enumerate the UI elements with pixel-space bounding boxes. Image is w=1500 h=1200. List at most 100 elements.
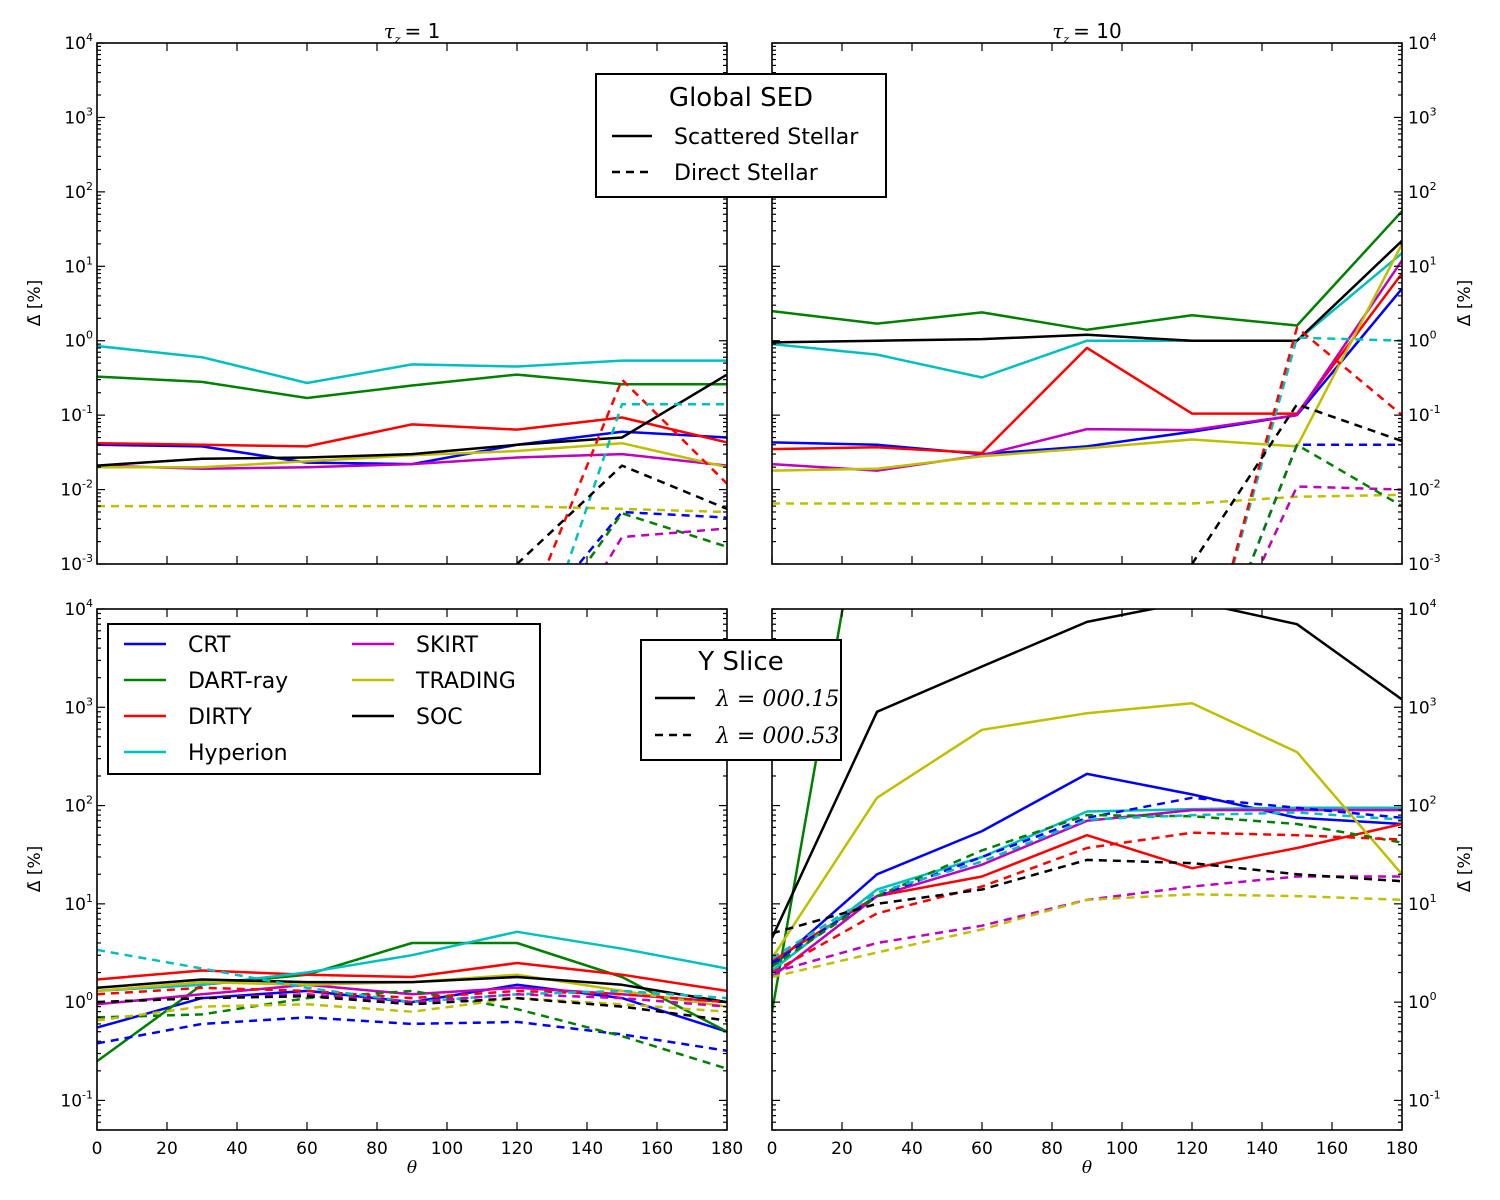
- axis-frame-top-right: [771, 42, 1403, 565]
- panel-bottom-left: 0 20 40 60 80 100 120 140 160 180 10-1 100 101 102 103…: [60, 597, 743, 1159]
- series-bottom-right-trading-dashed: [772, 893, 1402, 979]
- y-axis-label-bottom-left: Δ̄ [%]: [25, 846, 45, 892]
- y-tick-label-top-right--1: 10-1: [1408, 403, 1441, 426]
- panel-bottom-right: 0 20 40 60 80 100 120 140 160 180 10-1 100 101 102 103…: [767, 597, 1441, 1159]
- series-top-right-soc-solid: [772, 239, 1402, 344]
- series-top-left-soc-dashed: [516, 464, 727, 564]
- series-top-right-trading-dashed: [772, 493, 1402, 505]
- x-tick-label-bottom-left-60: 60: [296, 1139, 318, 1159]
- legend-global-sed: Global SED Scattered Stellar Direct Stel…: [595, 73, 887, 198]
- legend-y-slice-dashed-label: λ = 000.53: [715, 724, 839, 749]
- axis-frame-bottom-left: [96, 608, 728, 1131]
- x-tick-label-bottom-right-20: 20: [831, 1139, 853, 1159]
- legend-codes: CRT DART-ray DIRTY Hyperion SKIRT TRADING SOC: [107, 623, 541, 775]
- legend-global-sed-solid-label: Scattered Stellar: [674, 125, 859, 150]
- series-bottom-left-dart-ray-dashed: [97, 989, 727, 1070]
- y-tick-label-top-left-0: 100: [64, 329, 93, 352]
- y-tick-label-top-left--3: 10-3: [60, 552, 93, 575]
- series-bottom-right-crt-dashed: [772, 796, 1402, 965]
- series-group-top-left: [97, 344, 727, 564]
- y-tick-label-top-right-2: 102: [1408, 180, 1437, 203]
- y-tick-label-bottom-left-1: 101: [64, 892, 93, 915]
- x-tick-label-bottom-left-100: 100: [431, 1139, 463, 1159]
- legend-label-crt: CRT: [188, 633, 231, 658]
- series-top-right-soc-dashed: [1190, 403, 1402, 564]
- x-tick-label-bottom-left-20: 20: [156, 1139, 178, 1159]
- y-tick-label-top-left-1: 101: [64, 254, 93, 277]
- x-tick-label-bottom-right-80: 80: [1041, 1139, 1063, 1159]
- y-axis-label-top-right: Δ̄ [%]: [1455, 280, 1475, 326]
- series-top-right-dirty-dashed: [1231, 326, 1402, 564]
- series-bottom-left-crt-dashed: [97, 1016, 727, 1053]
- y-tick-label-bottom-left-0: 100: [64, 990, 93, 1013]
- legend-global-sed-dashed-label: Direct Stellar: [674, 161, 819, 186]
- series-top-right-dart-ray-dashed: [1248, 443, 1402, 564]
- x-tick-label-bottom-left-120: 120: [501, 1139, 533, 1159]
- x-tick-label-bottom-right-40: 40: [901, 1139, 923, 1159]
- y-tick-label-top-right--2: 10-2: [1408, 478, 1441, 501]
- y-tick-label-bottom-left--1: 10-1: [60, 1088, 93, 1111]
- legend-label-skirt: SKIRT: [416, 633, 479, 658]
- title-top-left-value: = 1: [405, 19, 441, 43]
- title-top-right: τz = 10: [1052, 19, 1121, 46]
- series-bottom-left-dirty-dashed: [97, 986, 727, 1004]
- title-top-right-symbol: τ: [1052, 19, 1064, 43]
- series-bottom-left-hyperion-solid: [97, 930, 727, 993]
- y-tick-label-top-right-0: 100: [1408, 329, 1437, 352]
- x-tick-label-bottom-right-0: 0: [767, 1139, 778, 1159]
- y-tick-label-top-right-3: 103: [1408, 105, 1437, 128]
- x-tick-label-bottom-left-40: 40: [226, 1139, 248, 1159]
- legend-label-soc: SOC: [416, 705, 463, 730]
- y-tick-label-bottom-left-4: 104: [64, 597, 93, 620]
- y-tick-label-bottom-left-2: 102: [64, 794, 93, 817]
- series-top-right-crt-dashed: [1248, 443, 1402, 564]
- axis-frame-bottom-right: [771, 608, 1403, 1131]
- title-top-right-value: = 10: [1073, 19, 1122, 43]
- series-top-left-soc-solid: [97, 373, 727, 467]
- series-top-left-dirty-solid: [97, 416, 727, 448]
- series-top-right-skirt-dashed: [1259, 485, 1402, 564]
- x-tick-label-bottom-left-80: 80: [366, 1139, 388, 1159]
- svg-text:τz= 1: τz = 1: [384, 19, 441, 46]
- svg-text:τz= 10: τz = 10: [1052, 19, 1121, 46]
- series-bottom-left-soc-solid: [97, 975, 727, 1004]
- panel-top-right: 10-3 10-2 10-1 100 101 102 103 104: [771, 31, 1441, 575]
- y-tick-label-bottom-right-3: 103: [1408, 695, 1437, 718]
- x-tick-label-bottom-left-180: 180: [711, 1139, 743, 1159]
- x-tick-label-bottom-right-140: 140: [1246, 1139, 1278, 1159]
- legend-y-slice-title: Y Slice: [697, 647, 783, 677]
- series-bottom-right-dart-ray-dashed: [772, 813, 1402, 968]
- y-tick-label-top-left--1: 10-1: [60, 403, 93, 426]
- series-bottom-right-dirty-solid: [772, 822, 1402, 963]
- y-tick-label-top-left--2: 10-2: [60, 478, 93, 501]
- legend-label-trading: TRADING: [415, 669, 516, 694]
- series-bottom-right-skirt-dashed: [772, 875, 1402, 974]
- series-top-left-crt-dashed: [577, 510, 727, 564]
- series-top-left-trading-dashed: [97, 504, 727, 514]
- series-top-left-hyperion-dashed: [566, 403, 727, 564]
- panel-top-left: 10-3 10-2 10-1 100 101 102 103 104: [60, 31, 728, 575]
- series-bottom-right-trading-solid: [772, 701, 1402, 959]
- legend-global-sed-title: Global SED: [669, 83, 813, 113]
- series-bottom-left-trading-dashed: [97, 996, 727, 1022]
- y-tick-label-top-left-3: 103: [64, 105, 93, 128]
- title-top-right-subscript: z: [1062, 33, 1069, 46]
- y-tick-label-bottom-right-2: 102: [1408, 794, 1437, 817]
- series-group-top-right: [772, 210, 1402, 564]
- series-bottom-right-dirty-dashed: [772, 831, 1402, 974]
- legend-y-slice-solid-label: λ = 000.15: [715, 687, 839, 712]
- y-axis-label-bottom-right: Δ̄ [%]: [1455, 846, 1475, 892]
- series-top-left-dart-ray-dashed: [584, 512, 727, 564]
- series-top-right-dart-ray-solid: [772, 210, 1402, 332]
- y-tick-label-bottom-left-3: 103: [64, 695, 93, 718]
- title-top-left: τz = 1: [384, 19, 441, 46]
- legend-codes-box: [107, 623, 541, 775]
- series-top-left-dart-ray-solid: [97, 373, 727, 400]
- y-tick-label-bottom-right-1: 101: [1408, 892, 1437, 915]
- series-top-right-skirt-solid: [772, 259, 1402, 472]
- legend-y-slice: Y Slice λ = 000.15 λ = 000.53: [640, 639, 842, 761]
- y-tick-label-top-right-1: 101: [1408, 254, 1437, 277]
- y-axis-label-top-left: Δ̄ [%]: [25, 280, 45, 326]
- x-tick-label-bottom-left-140: 140: [571, 1139, 603, 1159]
